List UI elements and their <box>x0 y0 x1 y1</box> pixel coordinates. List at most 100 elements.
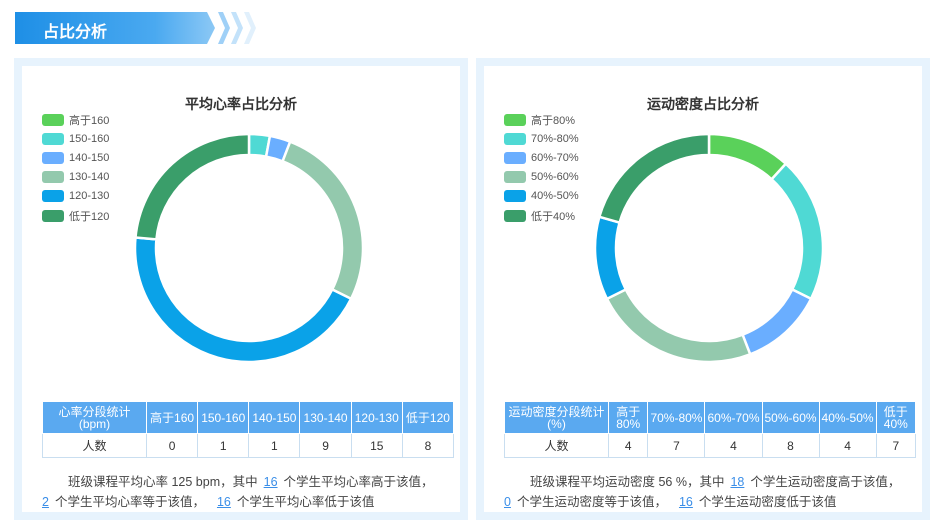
below-count-link[interactable]: 16 <box>216 495 231 509</box>
legend-item[interactable]: 低于40% <box>504 206 579 225</box>
legend-item[interactable]: 120-130 <box>42 187 109 206</box>
density-summary: 班级课程平均运动密度 56 %，其中 18 个学生运动密度高于该值， 0 个学生运动密… <box>504 472 916 512</box>
table-header-label: 心率分段统计 (bpm) <box>42 401 147 434</box>
legend-item[interactable]: 150-160 <box>42 129 109 148</box>
legend-swatch <box>42 190 64 203</box>
donut-slice-120-130[interactable] <box>133 236 353 364</box>
section-title: 占比分析 <box>43 24 108 41</box>
heart-rate-summary: 班级课程平均心率 125 bpm，其中 16 个学生平均心率高于该值， 2 个学生平均… <box>42 472 454 512</box>
density-legend: 高于80% 70%-80% 60%-70% 50%-60% 40%-50% 低于… <box>504 110 579 225</box>
table-cell: 15 <box>350 433 403 458</box>
donut-slice-50%-60%[interactable] <box>605 287 752 364</box>
legend-swatch <box>42 151 64 164</box>
equal-count-link[interactable]: 2 <box>42 495 49 509</box>
table-cell: 1 <box>248 433 301 458</box>
summary-text: 班级课程平均运动密度 56 %，其中 <box>530 475 725 489</box>
summary-text: 个学生平均心率低于该值 <box>236 495 375 509</box>
heart-rate-donut-chart <box>133 132 365 364</box>
donut-slice-低于120[interactable] <box>134 132 251 241</box>
density-stats-table: 运动密度分段统计 (%) 高于80% 70%-80% 60%-70% 50%-60… <box>504 401 917 458</box>
donut-slice-高于80%[interactable] <box>707 132 788 182</box>
legend-swatch <box>42 209 64 222</box>
legend-swatch <box>504 113 526 126</box>
legend-label: 50%-60% <box>531 171 579 184</box>
legend-item[interactable]: 130-140 <box>42 168 109 187</box>
table-cell: 7 <box>647 433 706 458</box>
summary-text: 个学生运动密度等于该值， <box>516 495 667 509</box>
table-cell: 4 <box>818 433 877 458</box>
table-cell: 8 <box>401 433 455 458</box>
density-chart-title: 运动密度占比分析 <box>647 96 759 112</box>
legend-label: 140-150 <box>69 151 110 164</box>
equal-count-link[interactable]: 0 <box>504 495 511 509</box>
donut-slice-40%-50%[interactable] <box>593 215 628 301</box>
summary-text: 班级课程平均心率 125 bpm，其中 <box>68 475 258 489</box>
chevron-right-icon <box>218 12 230 44</box>
above-count-link[interactable]: 18 <box>730 475 745 489</box>
donut-slice-70%-80%[interactable] <box>769 161 825 301</box>
legend-swatch <box>42 113 64 126</box>
legend-item[interactable]: 低于120 <box>42 206 109 225</box>
exercise-density-card: 运动密度占比分析 高于80% 70%-80% 60%-70% 50%-60% 4… <box>484 66 922 512</box>
table-column-header: 高于80% <box>607 401 649 434</box>
below-count-link[interactable]: 16 <box>678 495 693 509</box>
table-column-header: 低于40% <box>875 401 917 434</box>
exercise-density-panel: 运动密度占比分析 高于80% 70%-80% 60%-70% 50%-60% 4… <box>476 58 930 520</box>
heart-rate-chart-title: 平均心率占比分析 <box>185 96 297 112</box>
table-cell: 0 <box>145 433 199 458</box>
table-column-header: 低于120 <box>401 401 455 434</box>
above-count-link[interactable]: 16 <box>263 475 278 489</box>
legend-item[interactable]: 60%-70% <box>504 148 579 167</box>
summary-text: 个学生平均心率等于该值， <box>54 495 205 509</box>
legend-swatch <box>504 171 526 184</box>
legend-swatch <box>504 132 526 145</box>
legend-item[interactable]: 140-150 <box>42 148 109 167</box>
legend-item[interactable]: 高于80% <box>504 110 579 129</box>
legend-swatch <box>42 171 64 184</box>
section-header-bar <box>15 12 215 44</box>
legend-item[interactable]: 50%-60% <box>504 168 579 187</box>
table-row-label: 人数 <box>504 433 609 458</box>
legend-label: 40%-50% <box>531 190 579 203</box>
table-column-header: 70%-80% <box>647 401 706 434</box>
table-cell: 4 <box>607 433 649 458</box>
legend-swatch <box>42 132 64 145</box>
legend-label: 高于80% <box>531 114 576 127</box>
summary-text: 个学生运动密度低于该值 <box>698 495 837 509</box>
donut-slice-130-140[interactable] <box>280 140 365 301</box>
legend-label: 130-140 <box>69 171 110 184</box>
chevron-right-icon <box>231 12 243 44</box>
chevron-right-icon <box>244 12 256 44</box>
donut-slice-60%-70%[interactable] <box>740 287 813 356</box>
heart-rate-legend: 高于160 150-160 140-150 130-140 120-130 低于… <box>42 110 109 225</box>
table-column-header: 120-130 <box>350 401 403 434</box>
heart-rate-card: 平均心率占比分析 高于160 150-160 140-150 130-140 1… <box>22 66 460 512</box>
legend-label: 高于160 <box>69 114 110 127</box>
table-cell: 8 <box>761 433 820 458</box>
heart-rate-panel: 平均心率占比分析 高于160 150-160 140-150 130-140 1… <box>14 58 468 520</box>
table-column-header: 130-140 <box>299 401 352 434</box>
legend-label: 120-130 <box>69 190 110 203</box>
legend-label: 低于40% <box>531 210 576 223</box>
donut-slice-低于40%[interactable] <box>597 132 711 225</box>
table-row: 人数 4 7 4 8 4 7 <box>504 433 917 458</box>
table-cell: 1 <box>197 433 250 458</box>
summary-text: 个学生平均心率高于该值， <box>283 475 434 489</box>
legend-swatch <box>504 190 526 203</box>
legend-swatch <box>504 151 526 164</box>
legend-label: 60%-70% <box>531 151 579 164</box>
heart-rate-stats-table: 心率分段统计 (bpm) 高于160 150-160 140-150 130-14… <box>42 401 455 458</box>
legend-item[interactable]: 70%-80% <box>504 129 579 148</box>
legend-item[interactable]: 40%-50% <box>504 187 579 206</box>
table-column-header: 50%-60% <box>761 401 820 434</box>
table-cell: 9 <box>299 433 352 458</box>
table-column-header: 高于160 <box>145 401 199 434</box>
table-column-header: 60%-70% <box>704 401 763 434</box>
summary-text: 个学生运动密度高于该值， <box>750 475 901 489</box>
table-column-header: 140-150 <box>248 401 301 434</box>
legend-label: 70%-80% <box>531 132 579 145</box>
table-cell: 4 <box>704 433 763 458</box>
table-column-header: 150-160 <box>197 401 250 434</box>
table-row: 人数 0 1 1 9 15 8 <box>42 433 455 458</box>
legend-item[interactable]: 高于160 <box>42 110 109 129</box>
